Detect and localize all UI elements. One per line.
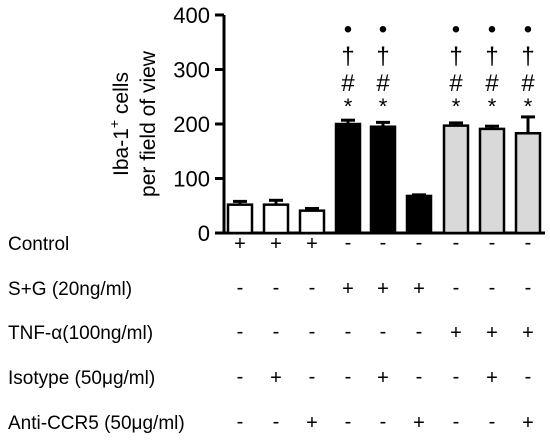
condition-mark: + [270, 233, 282, 255]
significance-mark: # [449, 70, 463, 97]
condition-mark: + [413, 412, 425, 434]
condition-mark: - [489, 277, 496, 299]
condition-mark: + [486, 367, 498, 389]
bar [405, 194, 433, 235]
condition-mark: - [309, 321, 316, 343]
condition-mark: + [522, 412, 534, 434]
condition-mark: - [309, 366, 316, 388]
condition-mark: - [237, 411, 244, 433]
condition-mark: + [377, 278, 389, 300]
bar [478, 127, 506, 235]
significance-mark: † [485, 43, 498, 70]
y-tick-label: 300 [173, 58, 210, 83]
condition-mark: - [416, 321, 423, 343]
bar [369, 125, 397, 235]
y-axis-label-superscript: + [106, 120, 122, 128]
y-tick-label: 200 [173, 112, 210, 137]
condition-mark: - [525, 277, 532, 299]
condition-table: Control + + + - - - - - - S+G (20ng/ml) - - - + + + - - - TN… [8, 232, 534, 434]
significance-mark: † [376, 43, 389, 70]
significance-mark: • [344, 16, 352, 43]
condition-mark: + [306, 412, 318, 434]
condition-mark: - [380, 232, 387, 254]
significance-mark: # [521, 70, 535, 97]
condition-mark: - [345, 232, 352, 254]
y-axis-label-line2: per field of view [137, 50, 160, 197]
condition-mark: - [416, 232, 423, 254]
condition-mark: + [413, 278, 425, 300]
y-tick-label: 0 [198, 221, 210, 246]
bars [226, 115, 542, 235]
bar [262, 203, 290, 235]
condition-mark: + [342, 278, 354, 300]
significance-mark: * [488, 94, 497, 119]
condition-mark: - [380, 321, 387, 343]
condition-mark: + [306, 233, 318, 255]
y-axis-label-line1: Iba-1+ cells [106, 72, 133, 176]
significance-mark: * [452, 94, 461, 119]
significance-mark: † [341, 43, 354, 70]
y-axis-label-suffix: cells [110, 72, 133, 120]
condition-mark: - [453, 366, 460, 388]
significance-mark: • [379, 16, 387, 43]
condition-mark: - [309, 277, 316, 299]
bar [442, 124, 470, 235]
bar [298, 209, 326, 235]
condition-label: Isotype (50μg/ml) [8, 368, 155, 389]
condition-mark: - [489, 411, 496, 433]
condition-mark: - [237, 366, 244, 388]
significance-mark: # [485, 70, 499, 97]
axes: 0 100 200 300 400 Iba-1+ cells per field of vi… [106, 3, 545, 246]
condition-mark: + [270, 367, 282, 389]
condition-mark: + [522, 322, 534, 344]
significance-mark: # [341, 70, 355, 97]
condition-label: Control [8, 234, 69, 255]
condition-mark: - [453, 411, 460, 433]
condition-mark: - [525, 232, 532, 254]
condition-mark: - [380, 411, 387, 433]
condition-mark: - [416, 366, 423, 388]
significance-mark: • [488, 16, 496, 43]
significance-mark: # [376, 70, 390, 97]
condition-mark: + [450, 322, 462, 344]
significance-mark: * [524, 94, 533, 119]
condition-label: Anti-CCR5 (50μg/ml) [8, 413, 185, 434]
bar [334, 122, 362, 235]
significance-mark: • [452, 16, 460, 43]
significance-mark: † [521, 43, 534, 70]
condition-mark: - [525, 366, 532, 388]
condition-mark: - [237, 321, 244, 343]
condition-mark: - [453, 232, 460, 254]
bar [226, 203, 254, 235]
condition-mark: + [377, 367, 389, 389]
condition-mark: - [453, 277, 460, 299]
condition-mark: - [489, 232, 496, 254]
condition-label: S+G (20ng/ml) [8, 279, 132, 300]
significance-mark: * [379, 94, 388, 119]
condition-mark: + [234, 233, 246, 255]
y-axis-label-text: Iba-1 [110, 128, 133, 176]
condition-mark: - [273, 411, 280, 433]
condition-mark: - [273, 277, 280, 299]
significance-mark: • [524, 16, 532, 43]
condition-mark: + [486, 322, 498, 344]
condition-mark: - [345, 411, 352, 433]
y-tick-label: 400 [173, 3, 210, 28]
bar [514, 132, 542, 235]
condition-mark: - [237, 277, 244, 299]
labels: •†#*•†#*•†#*•†#*•†#* [341, 16, 535, 119]
condition-mark: - [345, 366, 352, 388]
condition-mark: - [345, 321, 352, 343]
condition-label: TNF-α(100ng/ml) [8, 323, 153, 344]
y-tick-label: 100 [173, 167, 210, 192]
significance-mark: † [449, 43, 462, 70]
condition-mark: - [273, 321, 280, 343]
significance-mark: * [344, 94, 353, 119]
